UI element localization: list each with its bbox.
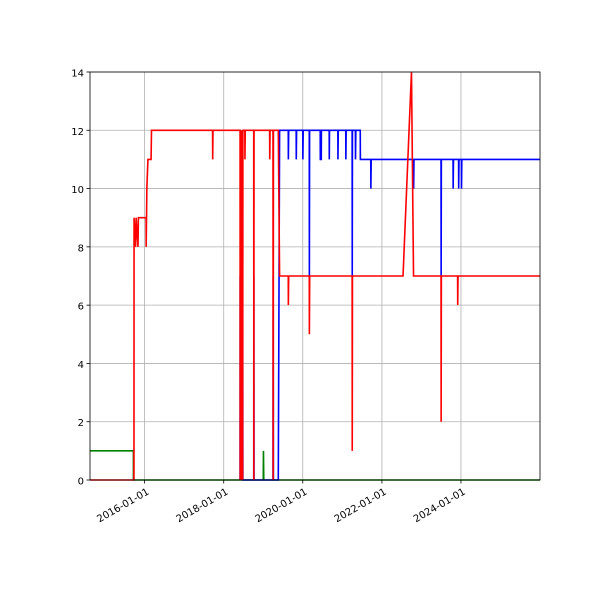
y-tick-label: 10 — [71, 185, 84, 196]
y-tick-label: 12 — [71, 127, 84, 138]
y-tick-label: 2 — [78, 418, 84, 429]
plot-frame — [89, 71, 541, 481]
y-tick-label: 8 — [78, 243, 84, 254]
y-tick-label: 0 — [78, 477, 84, 488]
y-tick-label: 14 — [71, 69, 84, 80]
y-tick-label: 6 — [78, 302, 84, 313]
y-tick-label: 4 — [78, 360, 84, 371]
series-line-2 — [90, 71, 540, 481]
